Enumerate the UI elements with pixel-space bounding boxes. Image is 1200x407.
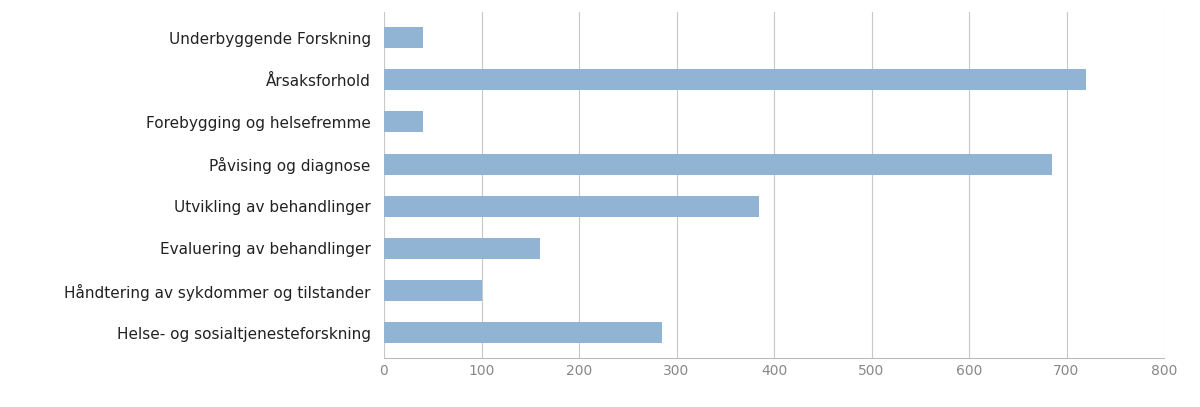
- Bar: [384, 27, 424, 48]
- Bar: [384, 196, 760, 217]
- Bar: [384, 238, 540, 259]
- Bar: [384, 69, 1086, 90]
- Bar: [384, 153, 1052, 175]
- Bar: [384, 280, 481, 301]
- Bar: [384, 112, 424, 132]
- Bar: [384, 322, 662, 344]
